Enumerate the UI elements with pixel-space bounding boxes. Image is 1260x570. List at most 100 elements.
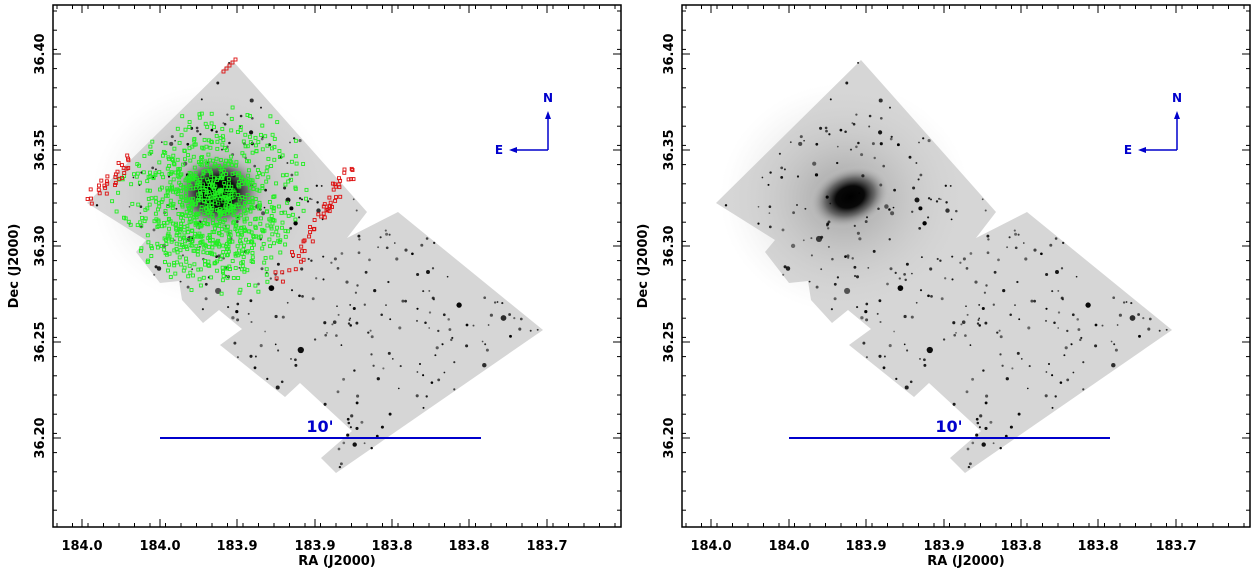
star: [780, 166, 784, 170]
green-marker: [192, 262, 197, 267]
green-marker: [242, 243, 246, 248]
green-marker: [173, 190, 178, 195]
green-marker: [242, 153, 247, 158]
star: [324, 333, 328, 337]
green-marker: [213, 162, 218, 167]
star: [340, 344, 343, 346]
green-marker: [159, 185, 164, 190]
green-marker: [235, 214, 240, 219]
star: [976, 322, 980, 325]
green-marker: [285, 200, 290, 205]
star: [416, 319, 418, 322]
green-marker: [221, 138, 226, 143]
green-marker: [235, 232, 240, 237]
red-marker: [224, 66, 229, 71]
star: [912, 186, 916, 190]
green-marker: [246, 249, 251, 254]
green-marker: [236, 202, 241, 207]
green-marker: [228, 233, 233, 238]
star: [1004, 434, 1008, 438]
green-marker: [151, 176, 156, 181]
star: [316, 201, 319, 204]
green-marker: [283, 228, 288, 233]
green-marker: [260, 186, 265, 191]
green-marker: [212, 252, 217, 257]
star: [307, 257, 310, 261]
green-marker: [232, 219, 237, 224]
green-marker: [196, 267, 201, 272]
star: [277, 349, 280, 352]
star: [236, 356, 239, 359]
green-marker: [218, 136, 223, 141]
star: [989, 420, 993, 424]
green-marker: [264, 272, 269, 277]
star: [355, 321, 359, 325]
star: [992, 442, 995, 445]
green-marker: [175, 126, 180, 131]
star: [903, 314, 907, 319]
green-marker: [219, 227, 224, 232]
star: [432, 298, 435, 301]
star: [930, 295, 933, 298]
star: [399, 365, 402, 368]
green-marker: [219, 175, 224, 180]
scale-bar: 10': [160, 417, 481, 439]
green-marker: [269, 255, 274, 260]
compass: N E: [495, 91, 553, 157]
star: [349, 303, 352, 306]
green-marker: [225, 275, 230, 280]
star: [918, 206, 923, 211]
star: [259, 344, 263, 348]
green-marker: [197, 115, 202, 120]
star: [999, 353, 1002, 356]
green-marker: [267, 237, 272, 242]
star: [879, 142, 883, 146]
star: [253, 164, 256, 168]
green-marker: [254, 234, 259, 239]
star: [877, 207, 880, 211]
green-marker: [247, 283, 251, 287]
red-marker: [310, 239, 315, 244]
star: [298, 139, 302, 143]
star: [1020, 358, 1023, 360]
star: [1044, 394, 1048, 398]
star: [1026, 387, 1029, 390]
green-marker: [203, 168, 208, 173]
star: [416, 307, 419, 310]
star: [310, 259, 313, 262]
star: [210, 128, 214, 132]
star: [868, 114, 872, 118]
star: [363, 442, 366, 445]
green-marker: [253, 197, 258, 201]
green-marker: [180, 114, 185, 119]
green-marker: [192, 165, 197, 170]
star: [845, 81, 849, 85]
star: [231, 316, 235, 320]
star: [878, 354, 882, 358]
star: [1064, 346, 1068, 350]
green-marker: [279, 225, 284, 230]
green-marker: [301, 208, 306, 213]
star: [215, 130, 218, 133]
star: [852, 122, 856, 126]
red-marker: [126, 156, 130, 161]
green-marker: [199, 205, 204, 209]
star: [280, 380, 284, 384]
green-marker: [168, 180, 173, 185]
green-markers: [110, 105, 309, 296]
green-marker: [157, 170, 162, 175]
green-marker: [195, 222, 200, 227]
green-marker: [166, 268, 170, 273]
green-marker: [155, 245, 160, 250]
green-marker: [210, 241, 215, 246]
star: [1013, 229, 1016, 232]
green-marker: [177, 242, 182, 247]
star: [1055, 270, 1059, 274]
green-marker: [250, 251, 255, 255]
star: [966, 313, 969, 316]
star: [984, 321, 988, 325]
green-marker: [272, 241, 276, 246]
star: [339, 462, 343, 466]
star: [855, 145, 858, 149]
